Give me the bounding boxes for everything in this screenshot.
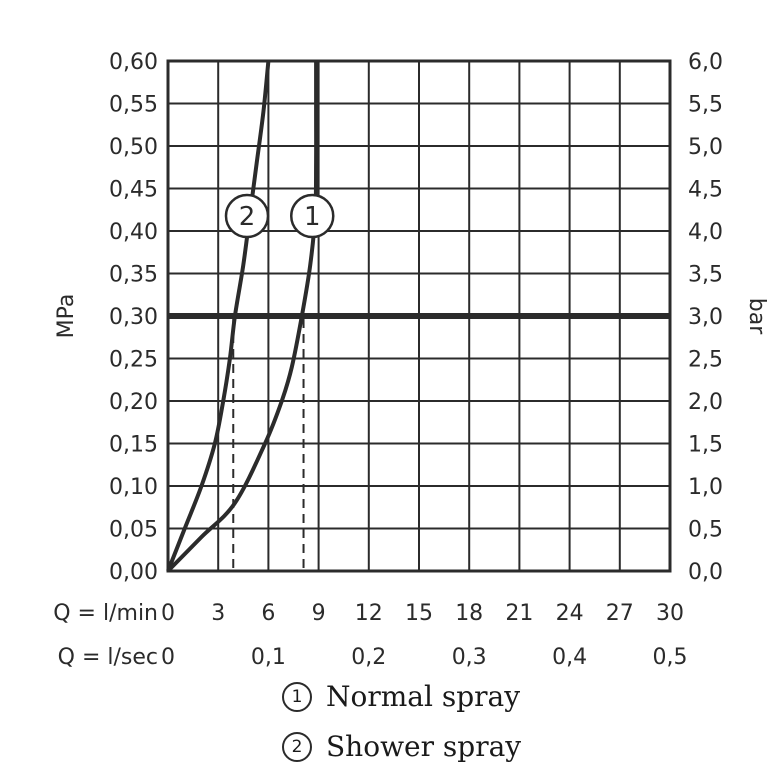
legend-marker-2: 2: [282, 731, 312, 762]
x2-tick-label-lsec: 0,2: [351, 645, 386, 670]
x-tick-label-lmin: 12: [355, 601, 383, 626]
x-tick-label-lmin: 3: [211, 601, 225, 626]
y-left-tick-label: 0,25: [109, 348, 158, 373]
y-left-tick-label: 0,20: [109, 390, 158, 415]
y-left-tick-label: 0,30: [109, 305, 158, 330]
y-axis-label-right: bar: [744, 298, 769, 335]
series-marker-label-2: 2: [239, 202, 256, 232]
y-right-tick-label: 3,5: [688, 263, 723, 288]
y-left-tick-label: 0,45: [109, 178, 158, 203]
x2-tick-label-lsec: 0: [161, 645, 175, 670]
y-left-tick-label: 0,35: [109, 263, 158, 288]
y-right-tick-label: 3,0: [688, 305, 723, 330]
y-right-tick-label: 4,5: [688, 178, 723, 203]
legend-marker-1: 1: [282, 681, 312, 712]
y-left-tick-label: 0,00: [109, 560, 158, 585]
y-right-tick-label: 1,0: [688, 475, 723, 500]
y-left-tick-label: 0,05: [109, 518, 158, 543]
x2-tick-label-lsec: 0,4: [552, 645, 587, 670]
legend-item-shower-spray: 2 Shower spray: [282, 730, 521, 763]
y-right-tick-label: 0,5: [688, 518, 723, 543]
x-tick-label-lmin: 15: [405, 601, 433, 626]
y-axis-label-left: MPa: [54, 294, 79, 339]
y-right-tick-label: 6,0: [688, 50, 723, 75]
x-tick-label-lmin: 6: [261, 601, 275, 626]
y-right-tick-label: 5,5: [688, 93, 723, 118]
y-right-tick-label: 5,0: [688, 135, 723, 160]
legend-label-shower-spray: Shower spray: [326, 730, 522, 763]
x-tick-label-lmin: 24: [556, 601, 584, 626]
x2-tick-label-lsec: 0,5: [653, 645, 688, 670]
x-axis-label-lmin: Q = l/min: [53, 601, 158, 626]
series-line-2: [166, 60, 271, 572]
legend-item-normal-spray: 1 Normal spray: [282, 680, 520, 713]
y-right-tick-label: 4,0: [688, 220, 723, 245]
y-right-tick-label: 1,5: [688, 433, 723, 458]
y-left-tick-label: 0,10: [109, 475, 158, 500]
series-marker-circle-1: [290, 193, 335, 239]
x-tick-label-lmin: 21: [505, 601, 533, 626]
y-left-tick-label: 0,50: [109, 135, 158, 160]
y-right-tick-label: 2,0: [688, 390, 723, 415]
x2-tick-label-lsec: 0,3: [452, 645, 487, 670]
x-tick-label-lmin: 27: [606, 601, 634, 626]
x-tick-label-lmin: 18: [455, 601, 483, 626]
x-tick-label-lmin: 30: [656, 601, 684, 626]
x2-tick-label-lsec: 0,1: [251, 645, 286, 670]
x-tick-label-lmin: 9: [312, 601, 326, 626]
x-axis-label-lsec: Q = l/sec: [58, 645, 158, 670]
y-right-tick-label: 2,5: [688, 348, 723, 373]
y-left-tick-label: 0,40: [109, 220, 158, 245]
series-marker-label-1: 1: [304, 202, 321, 232]
legend-label-normal-spray: Normal spray: [326, 680, 521, 713]
series-marker-circle-2: [224, 193, 270, 239]
y-left-tick-label: 0,55: [109, 93, 158, 118]
x-tick-label-lmin: 0: [161, 601, 175, 626]
y-left-tick-label: 0,15: [109, 433, 158, 458]
y-left-tick-label: 0,60: [109, 50, 158, 75]
y-right-tick-label: 0,0: [688, 560, 723, 585]
